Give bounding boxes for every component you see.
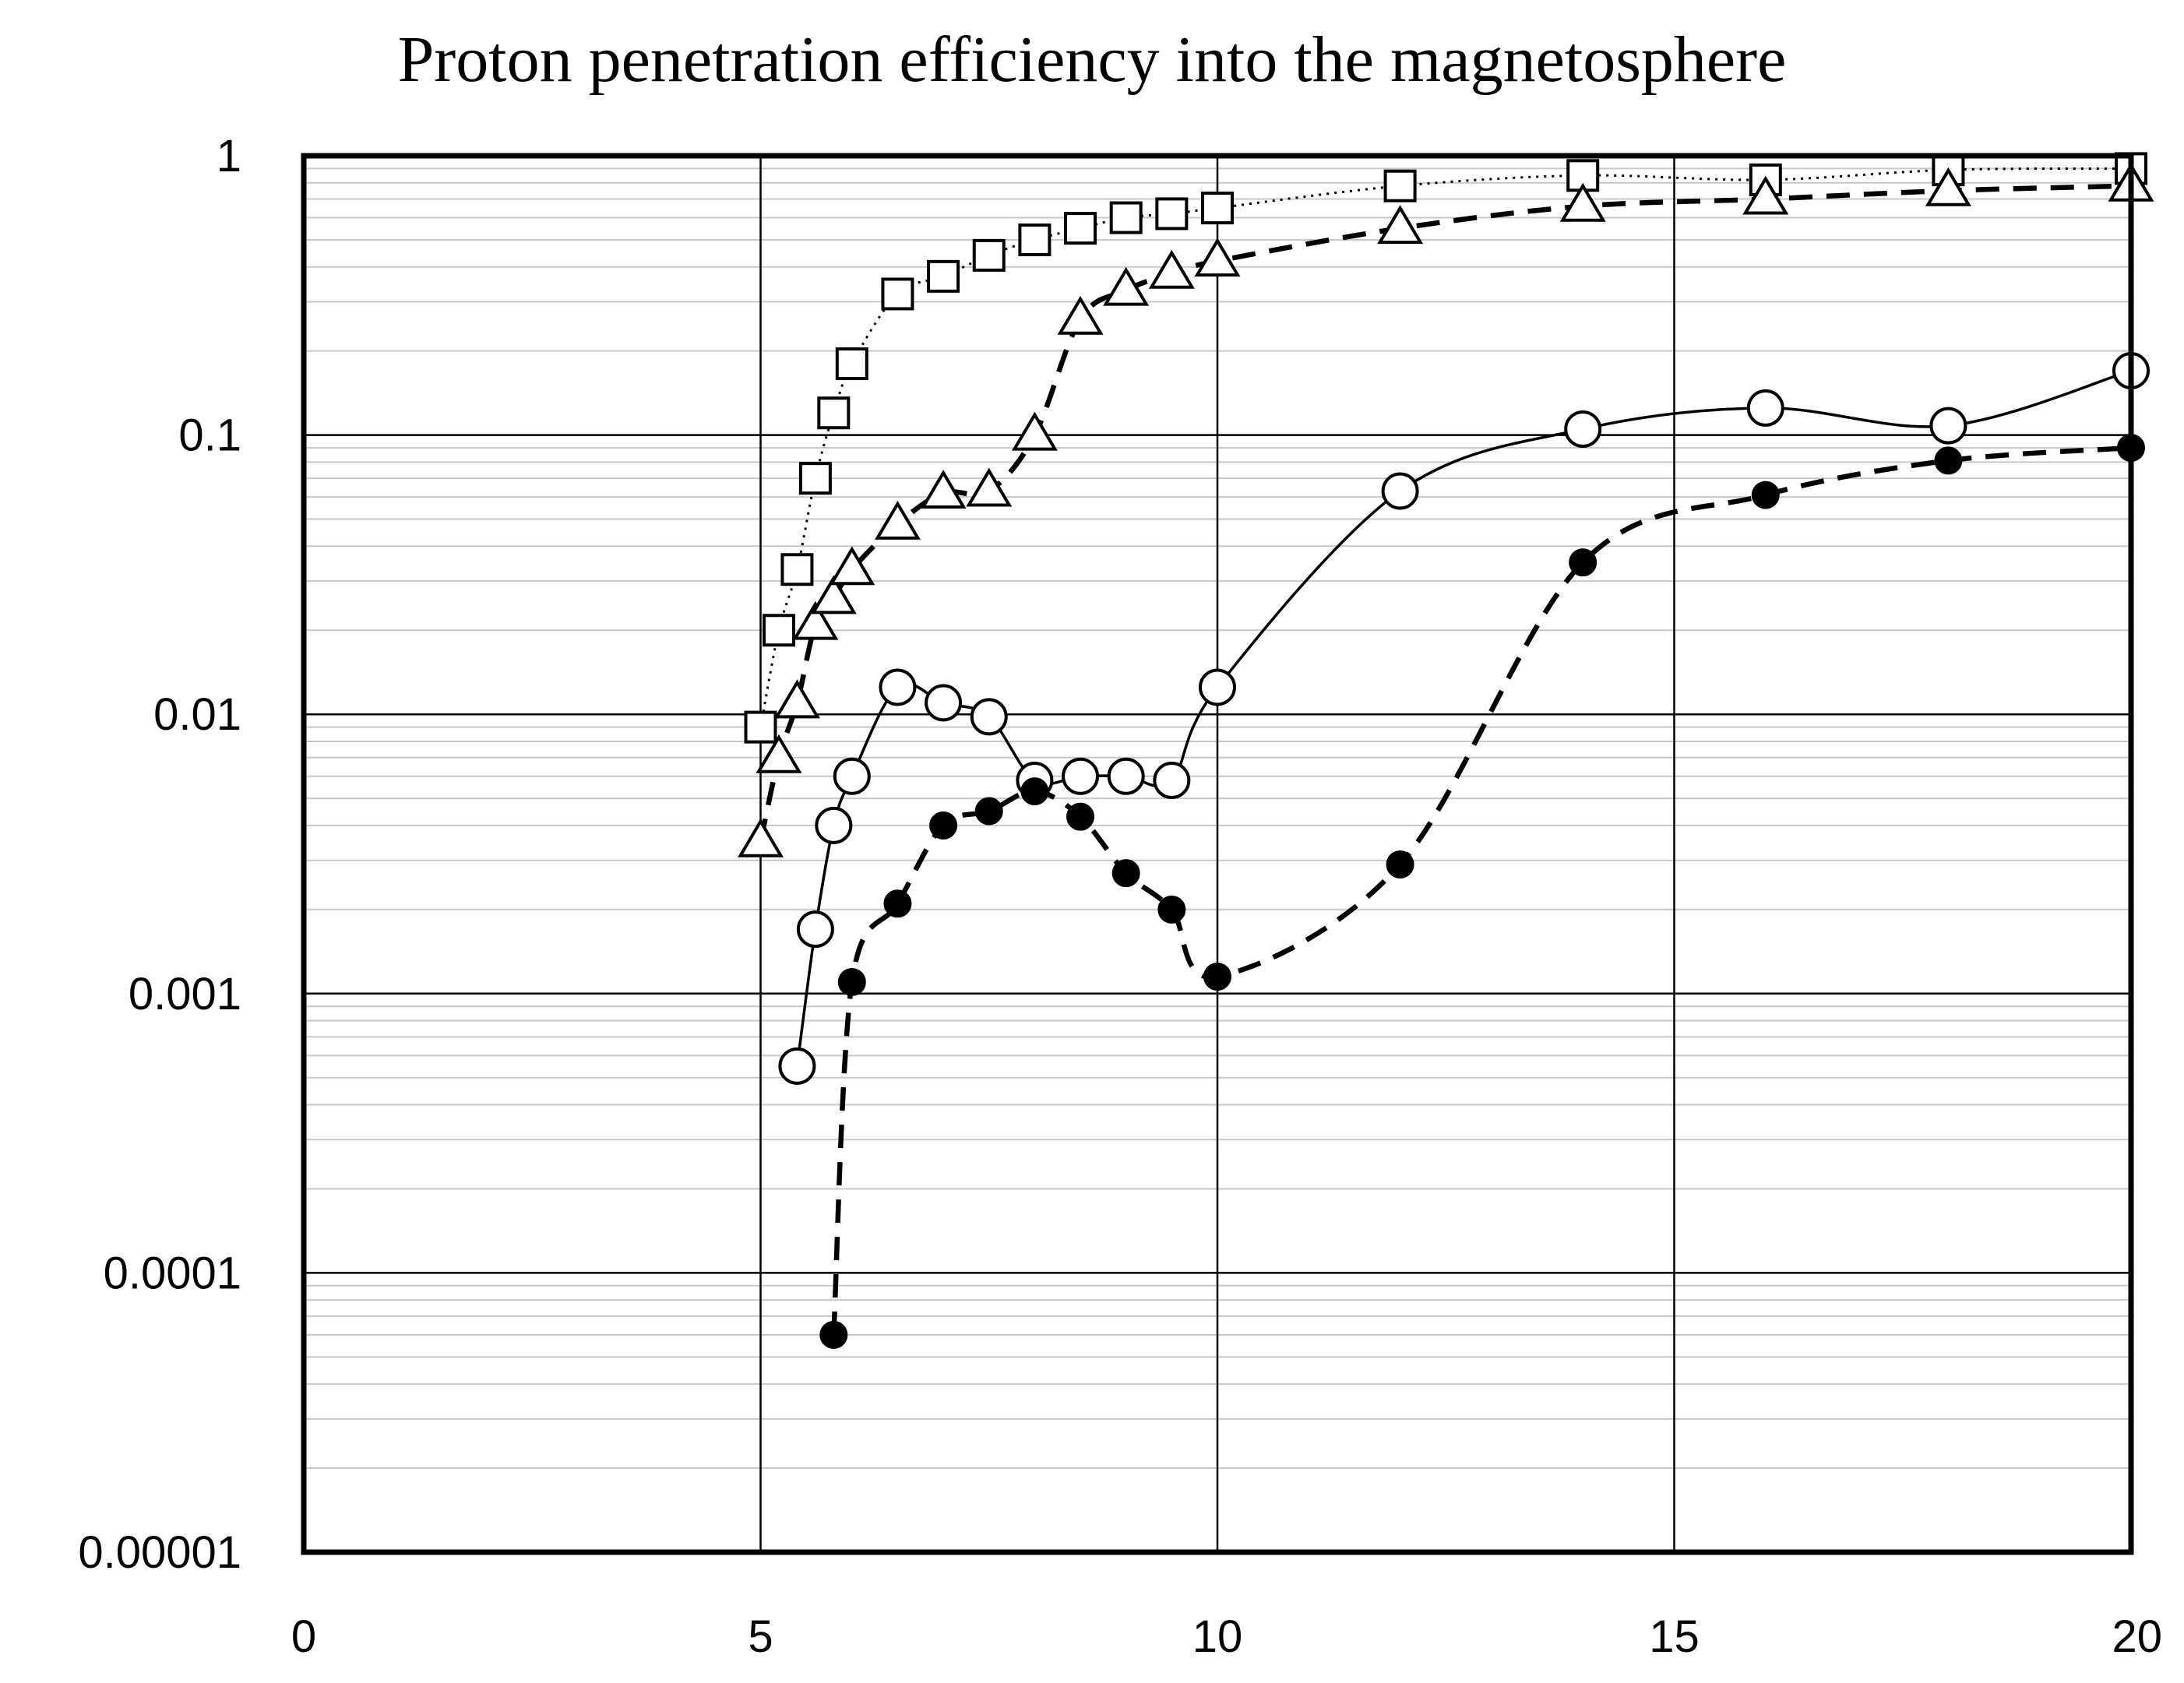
data-point-square xyxy=(780,553,814,586)
data-point-filled-circle xyxy=(1569,548,1597,577)
data-point-square xyxy=(1018,223,1051,256)
data-point-open-circle xyxy=(1153,762,1191,800)
y-axis-tick-labels: 1 0.1 0.01 0.001 0.0001 0.00001 xyxy=(78,131,241,1578)
data-point-open-circle xyxy=(1107,757,1145,795)
data-point-triangle xyxy=(737,818,784,857)
data-point-triangle xyxy=(920,470,967,509)
y-tick-label: 0.1 xyxy=(178,410,241,461)
data-point-triangle xyxy=(874,500,921,540)
x-tick-label: 5 xyxy=(748,1611,773,1662)
data-point-square xyxy=(1064,212,1097,245)
data-point-triangle xyxy=(810,575,857,614)
data-point-triangle xyxy=(829,546,875,586)
x-tick-label: 0 xyxy=(291,1611,316,1662)
data-point-square xyxy=(835,347,868,381)
data-point-open-circle xyxy=(1564,410,1602,449)
chart-title: Proton penetration efficiency into the m… xyxy=(397,23,1787,96)
plot-area-frame xyxy=(301,153,2134,1555)
series-line-triangle xyxy=(758,183,2132,843)
data-point-filled-circle xyxy=(1020,777,1049,806)
data-point-triangle xyxy=(1148,249,1195,289)
data-point-filled-circle xyxy=(1203,963,1231,991)
data-point-triangle xyxy=(1194,238,1241,277)
data-point-square xyxy=(1155,197,1189,231)
y-tick-label: 0.0001 xyxy=(104,1248,241,1298)
y-tick-label: 1 xyxy=(217,131,241,181)
data-point-square xyxy=(1383,169,1417,202)
series-markers xyxy=(737,152,2154,1349)
data-point-open-circle xyxy=(815,806,853,844)
y-tick-label: 0.00001 xyxy=(78,1527,241,1578)
data-point-open-circle xyxy=(879,668,917,706)
data-point-filled-circle xyxy=(837,967,866,996)
data-point-square xyxy=(762,614,795,647)
data-point-triangle xyxy=(1057,295,1104,335)
data-point-square xyxy=(1109,201,1143,234)
data-point-open-circle xyxy=(1746,389,1784,427)
data-point-square xyxy=(881,277,914,311)
data-point-filled-circle xyxy=(819,1320,848,1349)
y-tick-label: 0.001 xyxy=(129,969,241,1019)
data-point-open-circle xyxy=(796,910,834,949)
data-point-open-circle xyxy=(833,757,871,795)
data-point-triangle xyxy=(756,734,802,773)
data-point-triangle xyxy=(1103,266,1150,306)
data-point-filled-circle xyxy=(929,811,958,840)
x-axis-tick-labels: 0 5 10 15 20 xyxy=(291,1611,2162,1662)
data-point-filled-circle xyxy=(1934,446,1963,475)
data-point-filled-circle xyxy=(974,797,1003,826)
data-point-filled-circle xyxy=(1751,481,1780,509)
x-tick-label: 15 xyxy=(1649,1611,1700,1662)
data-point-square xyxy=(1201,192,1234,225)
data-point-square xyxy=(927,259,960,293)
y-tick-label: 0.01 xyxy=(153,689,241,740)
data-point-open-circle xyxy=(925,684,963,722)
data-point-filled-circle xyxy=(1157,895,1186,924)
data-point-open-circle xyxy=(1062,757,1100,795)
data-point-open-circle xyxy=(970,698,1008,736)
data-point-triangle xyxy=(1925,167,1971,206)
data-point-open-circle xyxy=(1381,472,1419,510)
data-point-square xyxy=(817,396,851,430)
series-lines xyxy=(758,167,2132,1336)
data-point-triangle xyxy=(1011,411,1058,451)
data-point-filled-circle xyxy=(1111,859,1140,888)
data-point-open-circle xyxy=(1929,407,1967,445)
data-point-filled-circle xyxy=(883,889,912,918)
data-point-open-circle xyxy=(1199,668,1236,706)
data-point-square xyxy=(972,238,1006,272)
major-gridlines xyxy=(302,154,2133,1554)
data-point-open-circle xyxy=(778,1047,816,1085)
data-point-filled-circle xyxy=(1386,850,1414,878)
x-tick-label: 10 xyxy=(1192,1611,1243,1662)
x-tick-label: 20 xyxy=(2112,1611,2162,1662)
data-point-triangle xyxy=(792,600,839,640)
data-point-triangle xyxy=(1559,182,1606,222)
data-point-square xyxy=(744,710,777,744)
data-point-triangle xyxy=(966,467,1013,507)
data-point-triangle xyxy=(1377,205,1424,245)
data-point-square xyxy=(798,462,832,495)
data-point-filled-circle xyxy=(1066,802,1095,831)
data-point-triangle xyxy=(1742,175,1789,215)
data-point-triangle xyxy=(773,679,820,719)
